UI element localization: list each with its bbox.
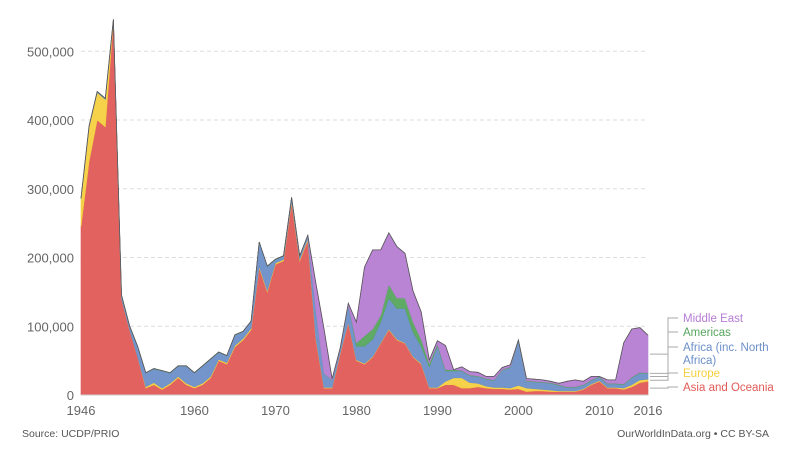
x-tick-label: 1970 [261, 403, 290, 418]
y-tick-label: 0 [67, 388, 74, 403]
x-tick-label: 1960 [180, 403, 209, 418]
y-tick-label: 500,000 [27, 44, 74, 59]
legend: Middle East Americas Africa (inc. North Afr… [650, 313, 774, 394]
x-axis: 1946 1960 1970 1980 1990 2000 2010 2016 [67, 394, 663, 418]
y-tick-label: 300,000 [27, 182, 74, 197]
x-tick-label: 1990 [423, 403, 452, 418]
legend-connector [650, 331, 678, 374]
legend-label-americas: Americas [683, 327, 731, 339]
y-tick-label: 400,000 [27, 113, 74, 128]
total-outline [80, 19, 649, 384]
stacked-area-chart: 0 100,000 200,000 300,000 400,000 500,000 194… [27, 19, 774, 418]
area-middle-east [80, 19, 649, 388]
series-areas [80, 19, 649, 396]
legend-connector [650, 372, 678, 381]
y-tick-label: 100,000 [27, 319, 74, 334]
legend-label-middle-east: Middle East [683, 313, 744, 325]
legend-connector [650, 386, 678, 389]
legend-label-europe: Europe [683, 368, 720, 380]
legend-connector [650, 346, 678, 377]
y-tick-label: 200,000 [27, 251, 74, 266]
y-axis: 0 100,000 200,000 300,000 400,000 500,000 [27, 44, 74, 403]
legend-connector [650, 317, 678, 355]
x-tick-label: 2010 [585, 403, 614, 418]
x-tick-label: 2000 [504, 403, 533, 418]
x-tick-label: 1980 [342, 403, 371, 418]
legend-label-africa-inc-north-africa: Africa (inc. North Africa) [683, 342, 769, 367]
x-tick-label: 1946 [67, 403, 96, 418]
x-tick-label: 2016 [634, 403, 663, 418]
credit-note: OurWorldInData.org • CC BY-SA [617, 428, 769, 440]
gridlines [81, 50, 648, 327]
legend-label-asia-and-oceania: Asia and Oceania [683, 382, 774, 394]
source-note: Source: UCDP/PRIO [22, 428, 120, 440]
